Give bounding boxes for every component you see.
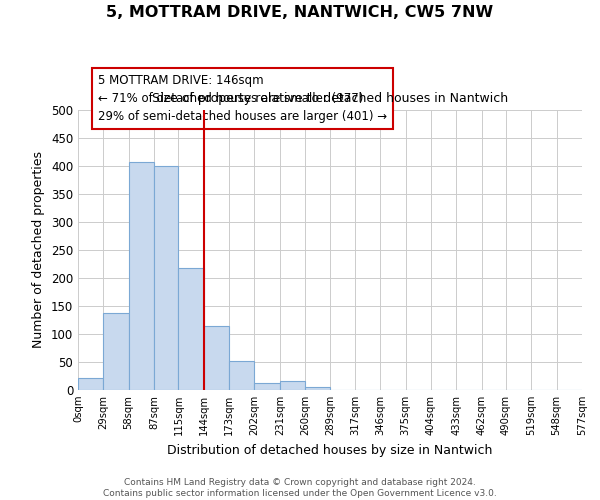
- Bar: [280, 381, 305, 390]
- Bar: [128, 162, 154, 390]
- Bar: [204, 326, 229, 390]
- Text: 5, MOTTRAM DRIVE, NANTWICH, CW5 7NW: 5, MOTTRAM DRIVE, NANTWICH, CW5 7NW: [106, 5, 494, 20]
- Bar: [103, 314, 128, 390]
- Bar: [229, 361, 254, 390]
- Bar: [178, 268, 204, 390]
- Bar: [78, 378, 103, 390]
- X-axis label: Distribution of detached houses by size in Nantwich: Distribution of detached houses by size …: [167, 444, 493, 456]
- Bar: [305, 387, 331, 390]
- Text: 5 MOTTRAM DRIVE: 146sqm
← 71% of detached houses are smaller (977)
29% of semi-d: 5 MOTTRAM DRIVE: 146sqm ← 71% of detache…: [98, 74, 387, 122]
- Y-axis label: Number of detached properties: Number of detached properties: [32, 152, 46, 348]
- Text: Contains HM Land Registry data © Crown copyright and database right 2024.
Contai: Contains HM Land Registry data © Crown c…: [103, 478, 497, 498]
- Bar: [154, 166, 178, 390]
- Title: Size of property relative to detached houses in Nantwich: Size of property relative to detached ho…: [152, 92, 508, 104]
- Bar: [254, 384, 280, 390]
